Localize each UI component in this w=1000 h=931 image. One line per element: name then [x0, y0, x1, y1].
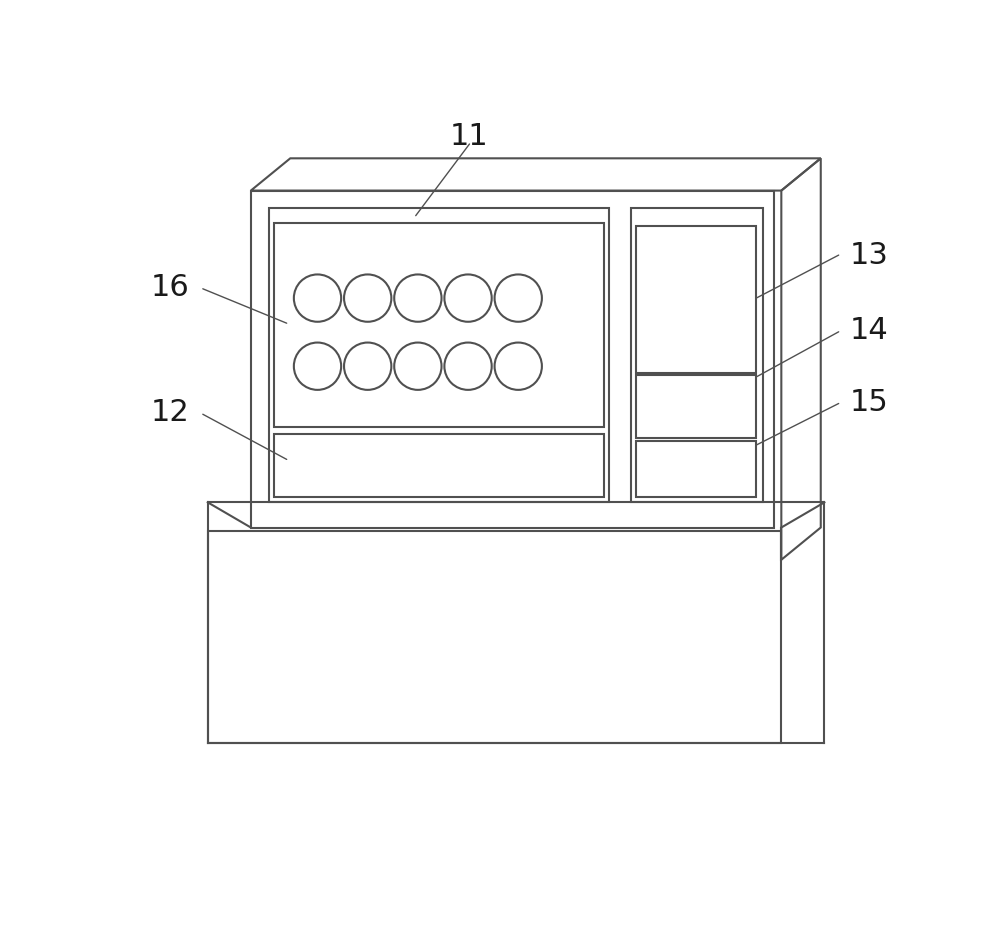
Text: 15: 15 — [849, 387, 888, 416]
Bar — [208, 531, 781, 743]
Text: 12: 12 — [151, 398, 190, 427]
Bar — [274, 434, 604, 497]
Bar — [636, 375, 756, 438]
Bar — [636, 226, 756, 373]
Text: 14: 14 — [849, 316, 888, 344]
Bar — [631, 209, 763, 503]
Text: 11: 11 — [450, 122, 489, 152]
Bar — [274, 223, 604, 427]
Bar — [269, 209, 609, 503]
Text: 16: 16 — [151, 273, 190, 302]
Text: 13: 13 — [849, 240, 888, 270]
Bar — [636, 441, 756, 497]
Bar — [251, 191, 774, 528]
